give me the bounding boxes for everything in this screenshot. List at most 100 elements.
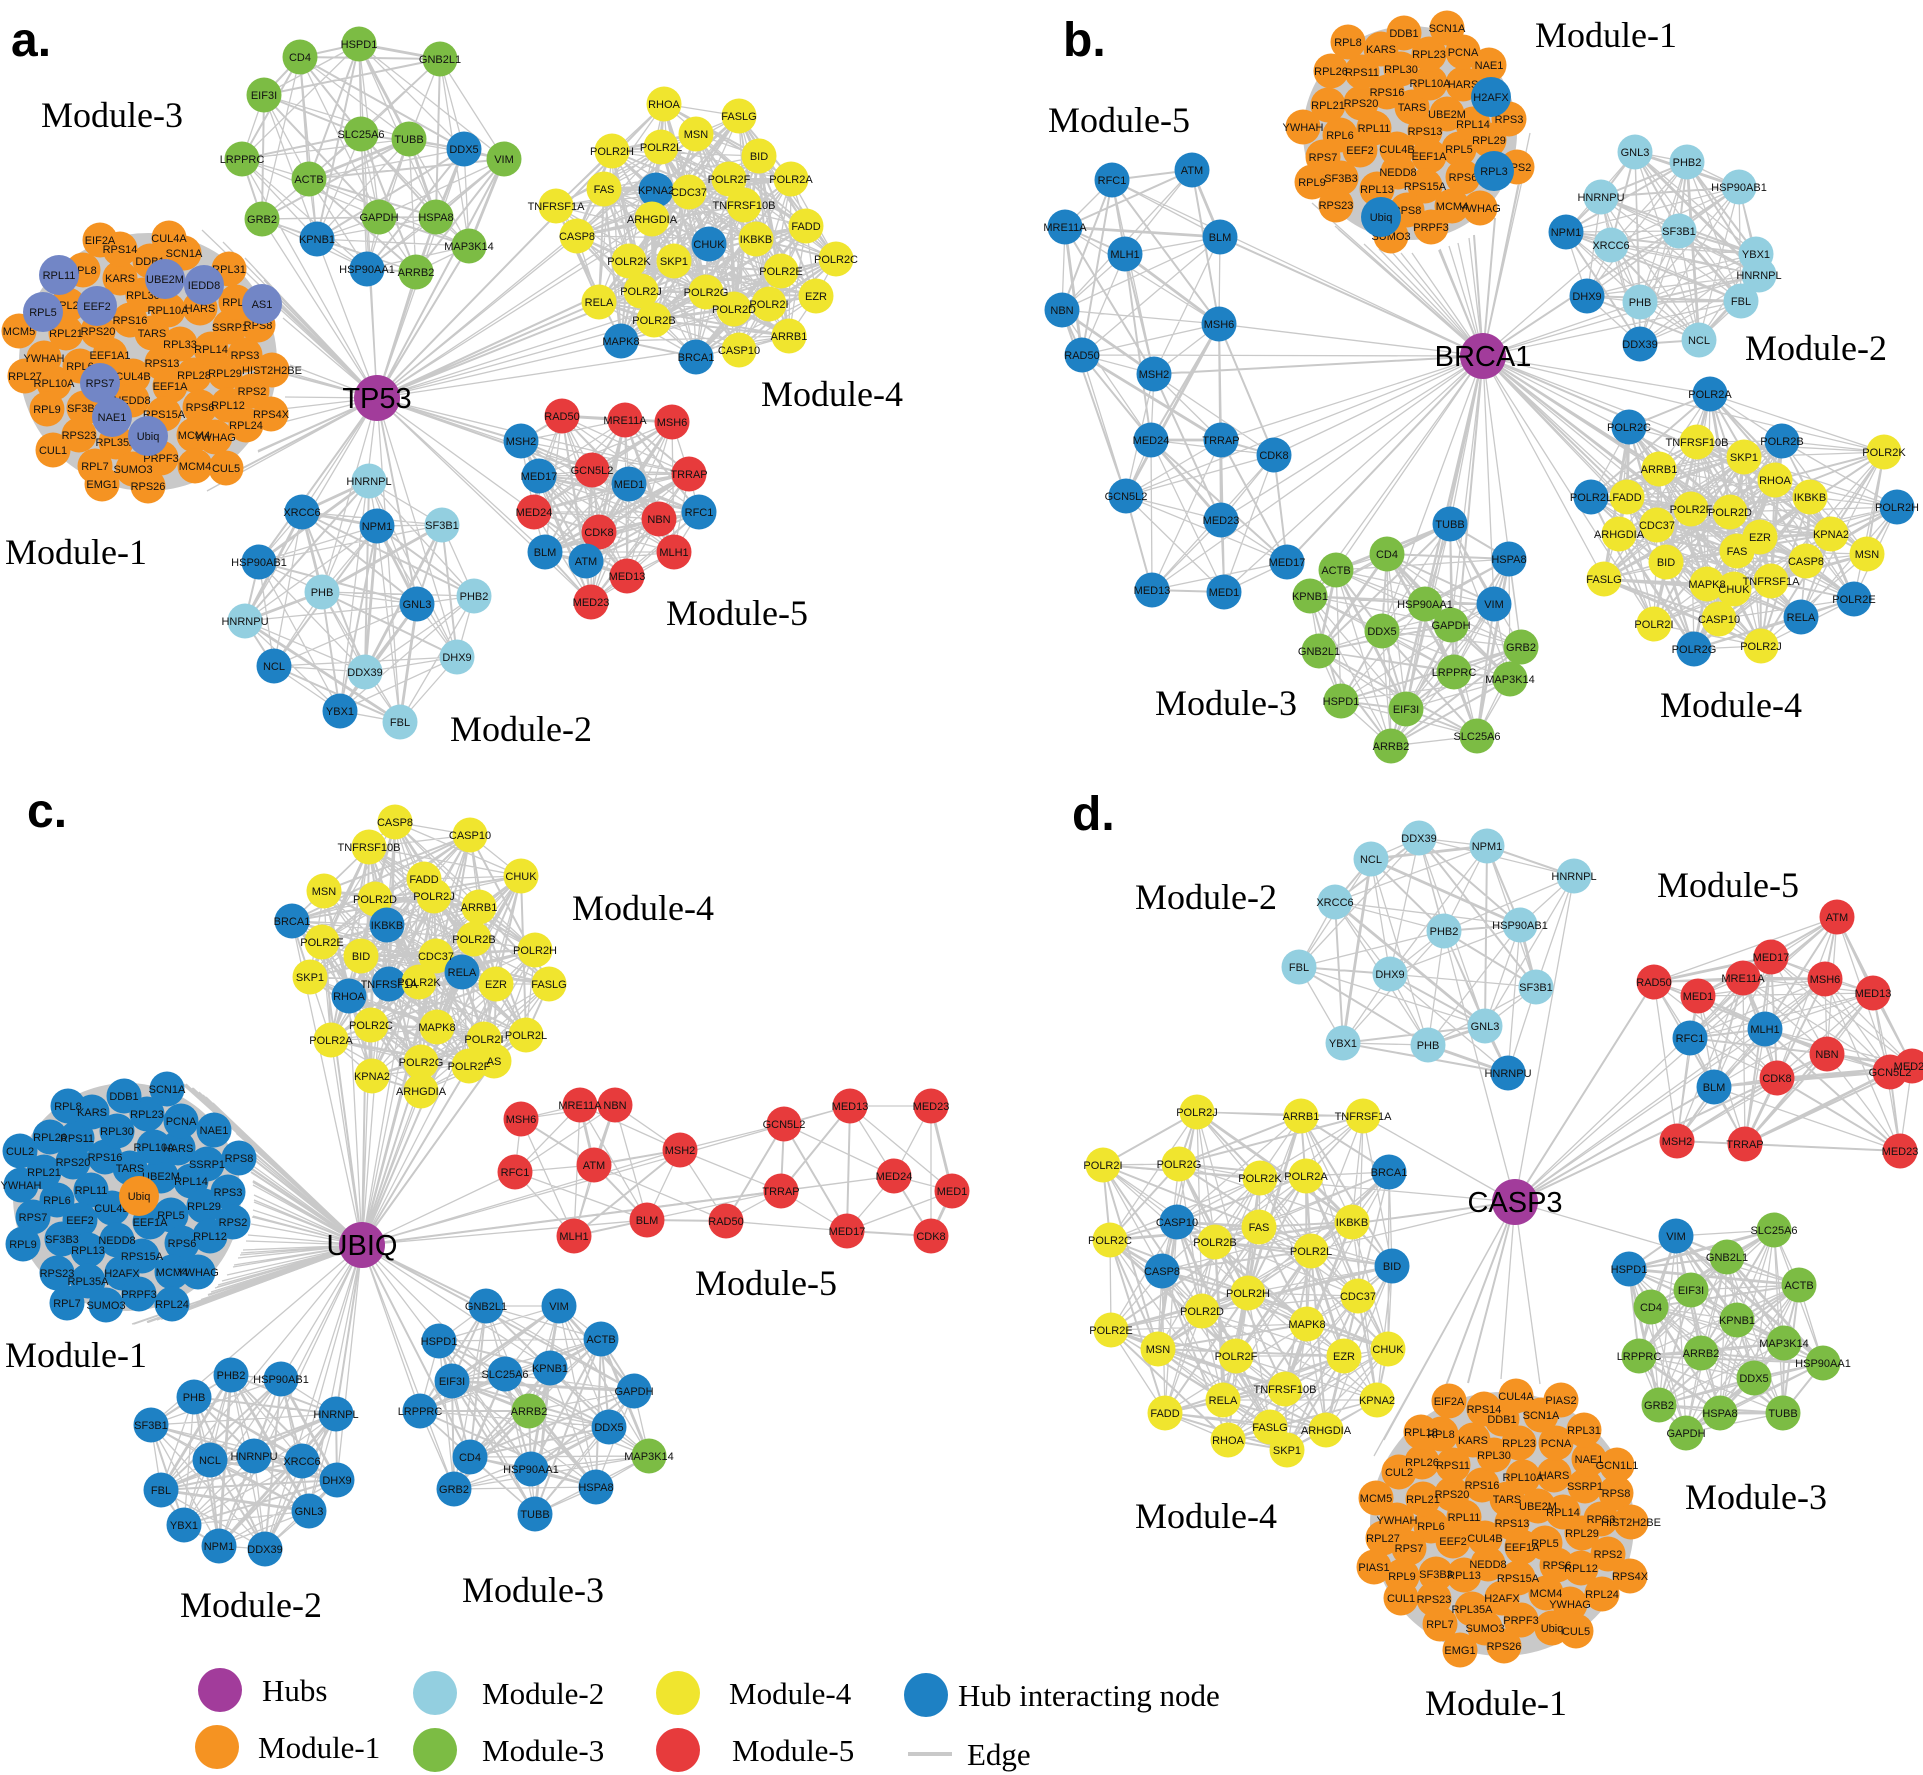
svg-text:SLC25A6: SLC25A6 xyxy=(337,129,384,141)
svg-text:XRCC6: XRCC6 xyxy=(283,1456,320,1468)
svg-text:RELA: RELA xyxy=(1787,612,1816,624)
svg-text:PCNA: PCNA xyxy=(1541,1438,1572,1450)
svg-text:RAD50: RAD50 xyxy=(544,411,579,423)
svg-text:MSH6: MSH6 xyxy=(1204,319,1235,331)
svg-text:Module-1: Module-1 xyxy=(1535,15,1677,55)
svg-text:BID: BID xyxy=(352,951,370,963)
svg-text:RPS23: RPS23 xyxy=(1319,200,1354,212)
svg-text:PHB: PHB xyxy=(183,1392,206,1404)
svg-text:ARRB2: ARRB2 xyxy=(398,267,435,279)
svg-text:SF3B1: SF3B1 xyxy=(1662,226,1696,238)
svg-text:RPL3: RPL3 xyxy=(1480,166,1508,178)
svg-text:Module-4: Module-4 xyxy=(1660,685,1802,725)
svg-text:HSP90AA1: HSP90AA1 xyxy=(1795,1358,1851,1370)
svg-text:GRB2: GRB2 xyxy=(439,1484,469,1496)
svg-text:PHB: PHB xyxy=(311,587,334,599)
svg-text:NBN: NBN xyxy=(603,1100,626,1112)
svg-text:RPL23: RPL23 xyxy=(1502,1438,1536,1450)
svg-text:UBIQ: UBIQ xyxy=(327,1230,398,1262)
svg-text:DDX39: DDX39 xyxy=(347,667,382,679)
svg-text:ACTB: ACTB xyxy=(294,174,323,186)
svg-text:Module-5: Module-5 xyxy=(695,1263,837,1303)
svg-text:FASLG: FASLG xyxy=(1586,574,1621,586)
svg-text:FAS: FAS xyxy=(1727,546,1748,558)
svg-text:ARRB2: ARRB2 xyxy=(511,1406,548,1418)
svg-text:RPL5: RPL5 xyxy=(1445,144,1473,156)
svg-text:HNRNPU: HNRNPU xyxy=(1484,1068,1531,1080)
svg-text:H2AFX: H2AFX xyxy=(1484,1593,1520,1605)
svg-text:CASP8: CASP8 xyxy=(1144,1266,1180,1278)
svg-text:DDX39: DDX39 xyxy=(1401,833,1436,845)
svg-text:POLR2J: POLR2J xyxy=(1740,641,1782,653)
svg-text:MSN: MSN xyxy=(684,129,709,141)
svg-text:POLR2L: POLR2L xyxy=(505,1030,547,1042)
svg-text:CDC37: CDC37 xyxy=(418,951,454,963)
svg-text:MSH6: MSH6 xyxy=(657,417,688,429)
svg-text:Ubiq: Ubiq xyxy=(1370,212,1393,224)
svg-text:EIF2A: EIF2A xyxy=(85,235,116,247)
svg-text:RPS13: RPS13 xyxy=(145,358,180,370)
svg-text:MED23: MED23 xyxy=(573,597,610,609)
svg-text:KARS: KARS xyxy=(77,1107,107,1119)
svg-text:MED13: MED13 xyxy=(1134,585,1171,597)
svg-text:TARS: TARS xyxy=(138,328,167,340)
svg-text:EEF2: EEF2 xyxy=(83,301,111,313)
svg-text:MLH1: MLH1 xyxy=(659,547,688,559)
svg-text:PHB2: PHB2 xyxy=(217,1370,246,1382)
svg-text:NPM1: NPM1 xyxy=(1551,227,1582,239)
svg-text:RPS23: RPS23 xyxy=(62,430,97,442)
svg-text:ATM: ATM xyxy=(575,556,597,568)
svg-text:MED24: MED24 xyxy=(876,1171,913,1183)
svg-text:MCM4: MCM4 xyxy=(1530,1588,1562,1600)
svg-text:POLR2F: POLR2F xyxy=(708,174,751,186)
svg-text:EEF2: EEF2 xyxy=(1439,1536,1467,1548)
svg-text:MRE11A: MRE11A xyxy=(1043,222,1087,234)
svg-text:DHX9: DHX9 xyxy=(1375,969,1404,981)
svg-text:RPL24: RPL24 xyxy=(1585,1589,1619,1601)
svg-text:GNB2L1: GNB2L1 xyxy=(419,54,461,66)
svg-text:RPS15A: RPS15A xyxy=(121,1251,164,1263)
svg-text:MCM5: MCM5 xyxy=(3,326,35,338)
svg-text:ARRB1: ARRB1 xyxy=(771,331,808,343)
svg-text:ACTB: ACTB xyxy=(1784,1280,1813,1292)
svg-text:RPS14: RPS14 xyxy=(1467,1404,1502,1416)
svg-text:GRB2: GRB2 xyxy=(247,214,277,226)
svg-text:RPS16: RPS16 xyxy=(1465,1480,1500,1492)
svg-text:SKP1: SKP1 xyxy=(1273,1445,1301,1457)
svg-text:RPL9: RPL9 xyxy=(1388,1571,1416,1583)
svg-text:HARS: HARS xyxy=(1448,79,1479,91)
svg-text:POLR2C: POLR2C xyxy=(814,254,858,266)
svg-text:RPL21: RPL21 xyxy=(49,328,83,340)
svg-text:RHOA: RHOA xyxy=(1212,1435,1244,1447)
svg-text:Edge: Edge xyxy=(967,1737,1031,1772)
svg-text:NAE1: NAE1 xyxy=(1575,1454,1604,1466)
svg-text:RPL18: RPL18 xyxy=(1404,1427,1438,1439)
svg-text:Module-1: Module-1 xyxy=(5,1335,147,1375)
svg-text:Hubs: Hubs xyxy=(262,1673,327,1708)
svg-text:DDX39: DDX39 xyxy=(1622,339,1657,351)
svg-text:POLR2G: POLR2G xyxy=(399,1057,444,1069)
svg-text:DDB1: DDB1 xyxy=(1487,1414,1516,1426)
svg-text:NAE1: NAE1 xyxy=(1475,60,1504,72)
svg-text:Ubiq: Ubiq xyxy=(128,1191,151,1203)
svg-text:SSRP1: SSRP1 xyxy=(189,1159,225,1171)
svg-text:RPL12: RPL12 xyxy=(193,1231,227,1243)
svg-text:GNB2L1: GNB2L1 xyxy=(1706,1252,1748,1264)
svg-text:MED17: MED17 xyxy=(829,1226,866,1238)
svg-text:CUL4A: CUL4A xyxy=(151,233,187,245)
svg-text:EEF2: EEF2 xyxy=(1346,145,1374,157)
svg-text:POLR2A: POLR2A xyxy=(769,174,813,186)
svg-text:POLR2B: POLR2B xyxy=(632,315,675,327)
svg-text:RPL6: RPL6 xyxy=(43,1195,71,1207)
svg-text:UBE2M: UBE2M xyxy=(1428,109,1466,121)
svg-text:HNRNPU: HNRNPU xyxy=(230,1451,277,1463)
svg-text:HSPA8: HSPA8 xyxy=(418,212,453,224)
svg-text:HSP90AB1: HSP90AB1 xyxy=(253,1374,309,1386)
svg-text:MED1: MED1 xyxy=(1209,587,1240,599)
svg-text:RPL35A: RPL35A xyxy=(68,1276,110,1288)
svg-text:MED23: MED23 xyxy=(913,1101,950,1113)
svg-text:RAD50: RAD50 xyxy=(1064,350,1099,362)
svg-text:RFC1: RFC1 xyxy=(1098,175,1127,187)
svg-text:RPL14: RPL14 xyxy=(194,344,228,356)
svg-text:LRPPRC: LRPPRC xyxy=(220,154,265,166)
